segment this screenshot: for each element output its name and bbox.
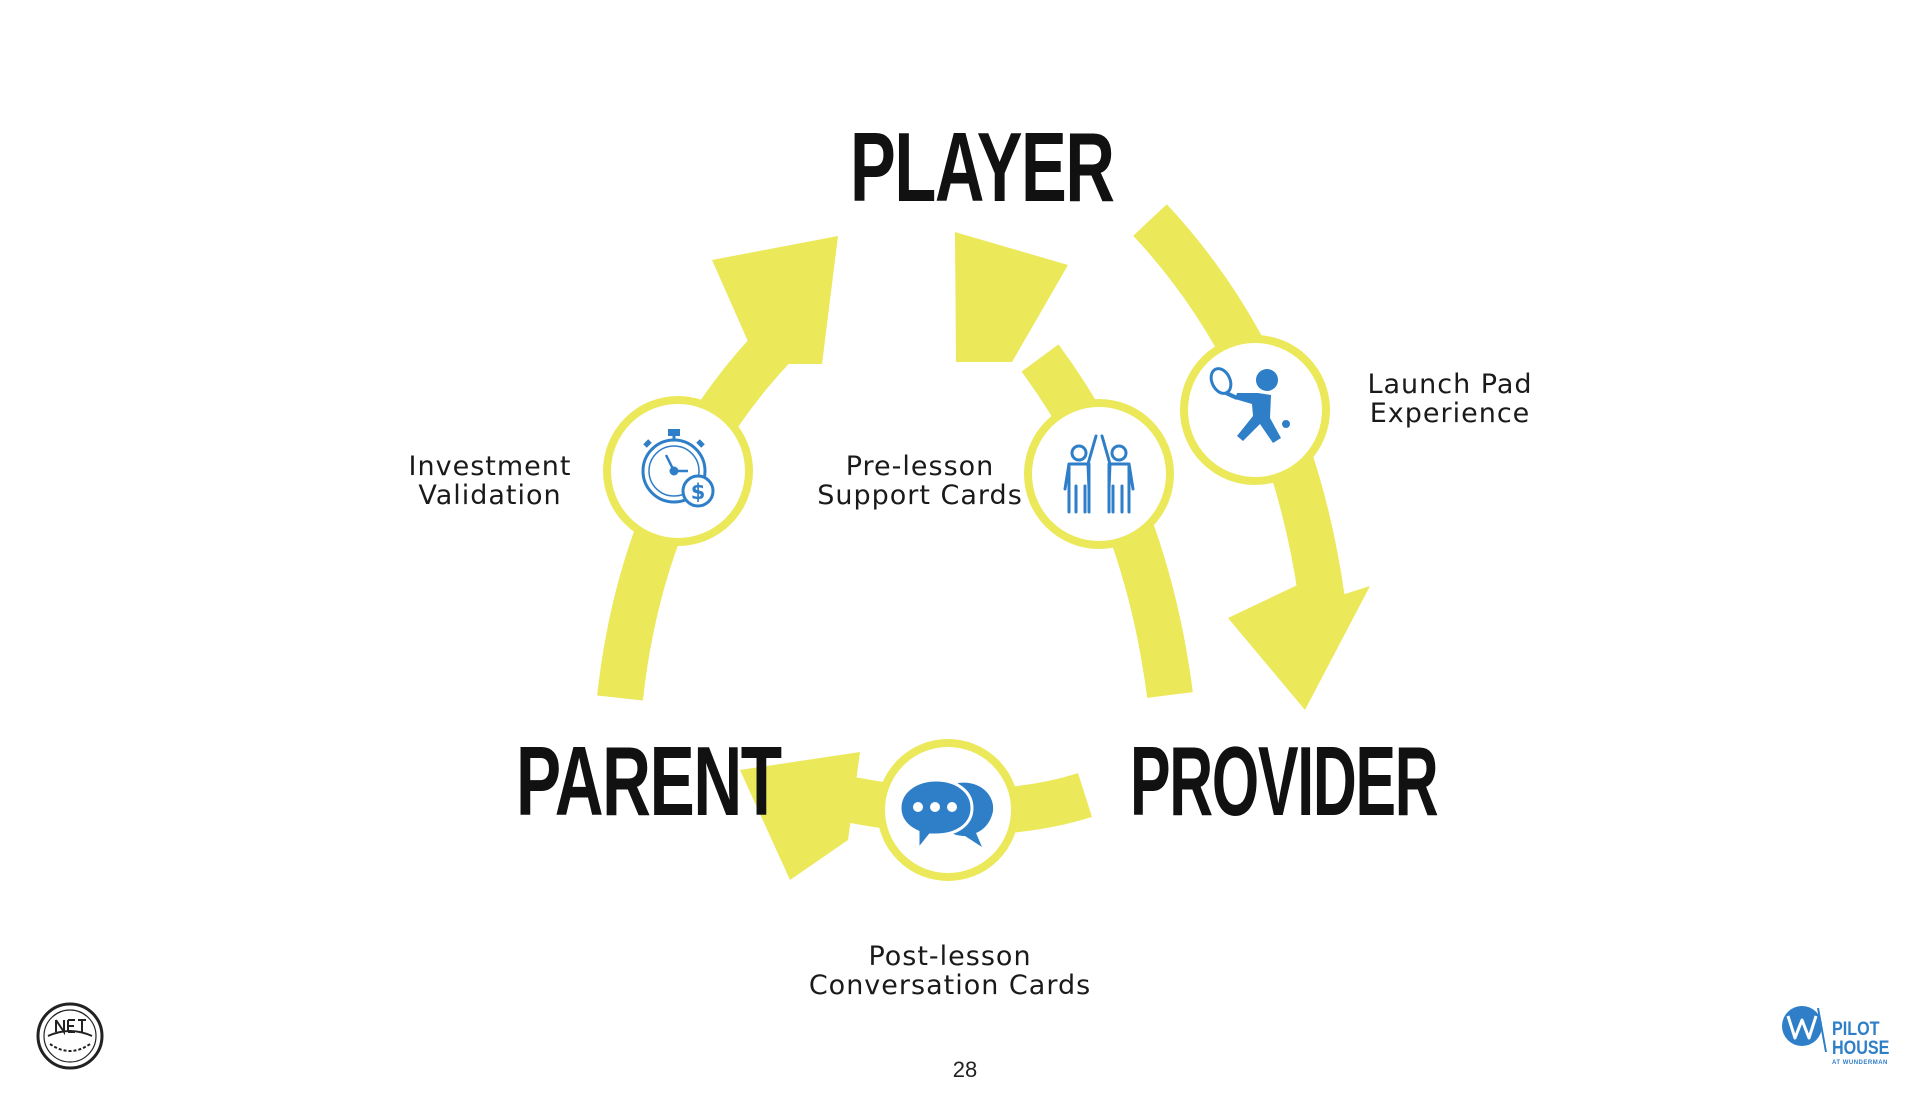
node-title-parent: PARENT [516,726,782,836]
page-number: 28 [952,1057,978,1082]
svg-text:$: $ [691,480,706,504]
stopwatch-dollar-icon: $ [641,429,715,508]
pilot-house-mark-icon [1782,1006,1827,1053]
caption-launch-pad: Launch Pad Experience [1367,369,1533,429]
arrowhead-bottom [740,752,860,880]
node-title-player: PLAYER [850,112,1115,222]
pilot-house-sub: AT WUNDERMAN [1832,1060,1888,1066]
circle-pre-lesson [1024,399,1174,549]
pilot-house-logo: PILOT HOUSE AT WUNDERMAN [1780,1000,1900,1072]
pilot-house-name: PILOT HOUSE [1832,1019,1890,1059]
chat-bubbles-icon [898,778,994,855]
arrowhead-right [1228,580,1370,710]
caption-post-lesson: Post-lesson Conversation Cards [808,941,1092,1001]
net-generation-logo [36,1002,104,1070]
node-title-provider: PROVIDER [1130,726,1439,836]
caption-pre-lesson-support: Pre-lesson Support Cards [817,451,1023,511]
tennis-player-icon [1209,367,1290,443]
arrowhead-middle [955,232,1068,362]
high-five-icon [1063,434,1135,514]
arrowhead-left [712,236,838,364]
caption-investment-validation: Investment Validation [408,451,572,511]
